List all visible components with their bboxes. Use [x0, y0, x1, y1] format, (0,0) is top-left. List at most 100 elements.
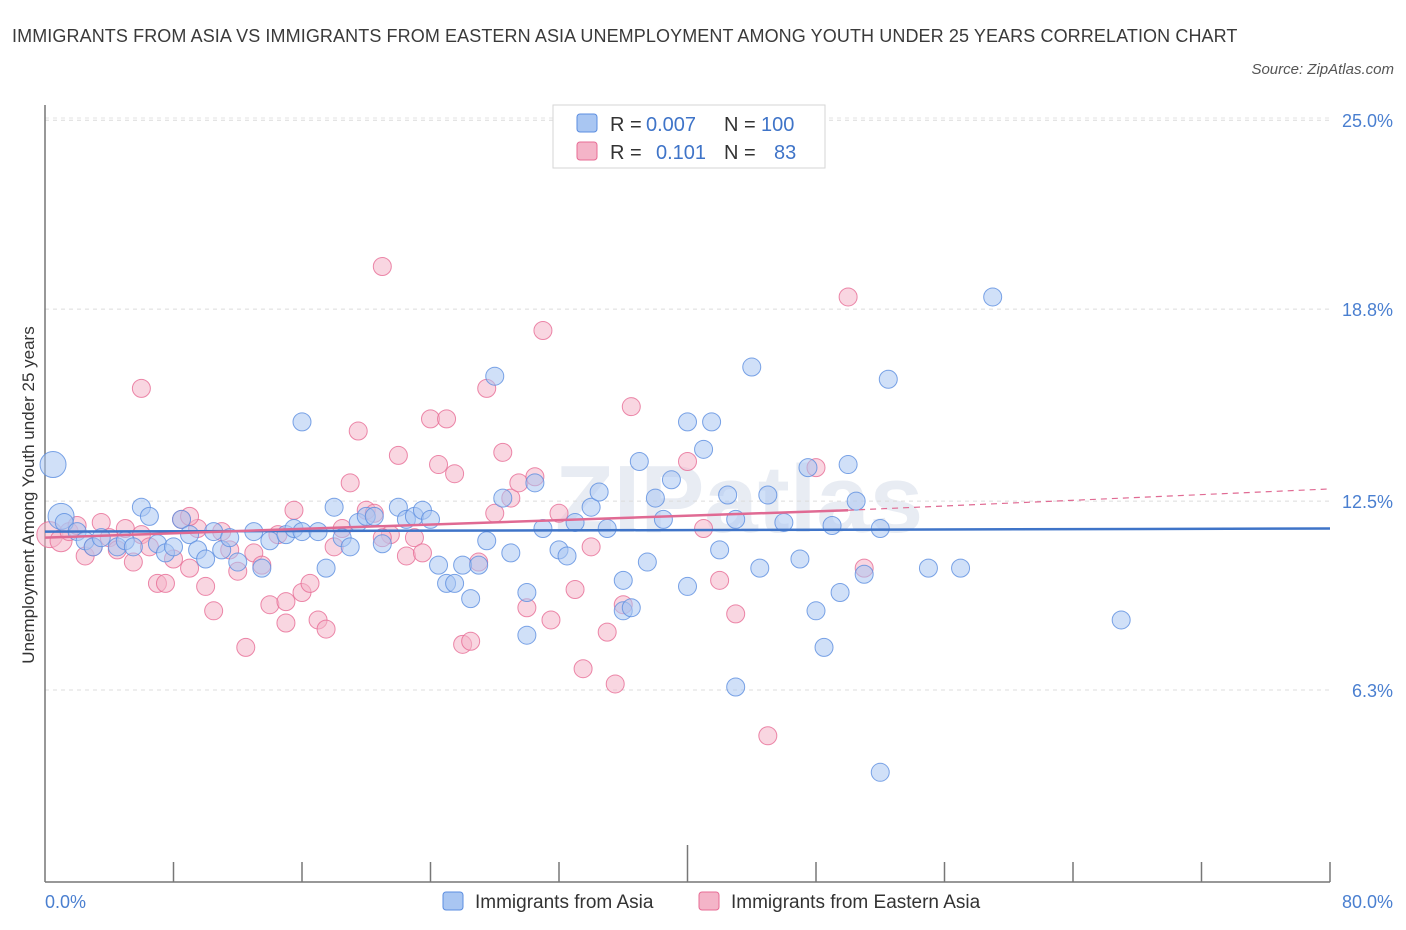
point-asia [252, 558, 272, 578]
point-eastern-asia [445, 464, 465, 484]
trend-line-eastern-asia [44, 509, 849, 539]
point-asia [806, 601, 826, 621]
point-eastern-asia [131, 378, 151, 398]
point-eastern-asia [533, 320, 553, 340]
series-legend: Immigrants from Asia Immigrants from Eas… [442, 891, 981, 913]
point-eastern-asia [581, 537, 601, 557]
point-eastern-asia [155, 573, 175, 593]
point-asia [710, 540, 730, 560]
point-asia [316, 558, 336, 578]
point-asia [1111, 610, 1131, 630]
point-asia [613, 570, 633, 590]
point-eastern-asia [236, 637, 256, 657]
point-eastern-asia [726, 604, 746, 624]
point-eastern-asia [565, 579, 585, 599]
point-eastern-asia [348, 421, 368, 441]
point-asia [196, 549, 216, 569]
point-asia [292, 412, 312, 432]
point-asia [621, 598, 641, 618]
point-asia [123, 537, 143, 557]
point-asia [525, 473, 545, 493]
point-eastern-asia [838, 287, 858, 307]
point-eastern-asia [621, 397, 641, 417]
point-asia [139, 506, 159, 526]
point-asia [39, 451, 67, 479]
gridlines [45, 117, 1330, 691]
point-eastern-asia [549, 503, 569, 523]
point-asia [694, 439, 714, 459]
point-asia [565, 512, 585, 532]
point-asia [758, 485, 778, 505]
point-asia [661, 470, 681, 490]
point-asia [164, 537, 183, 557]
point-eastern-asia [710, 570, 730, 590]
point-asia [951, 558, 971, 578]
point-asia [854, 564, 874, 584]
point-asia [597, 519, 617, 539]
point-asia [822, 515, 842, 535]
point-eastern-asia [204, 601, 224, 621]
point-asia [838, 455, 858, 475]
y-tick-label: 6.3% [1352, 681, 1393, 701]
point-asia [790, 549, 810, 569]
point-asia [637, 552, 657, 572]
point-eastern-asia [404, 528, 424, 548]
point-eastern-asia [260, 595, 280, 615]
point-asia [517, 583, 537, 603]
legend-swatch-blue [576, 113, 598, 133]
point-asia [260, 531, 280, 551]
point-eastern-asia [276, 613, 296, 633]
legend-r-label-1: R = [610, 114, 642, 136]
point-asia [461, 589, 481, 609]
y-tick-label: 25.0% [1342, 111, 1393, 131]
point-asia [742, 357, 762, 377]
point-eastern-asia [694, 519, 714, 539]
bottom-legend-swatch-eastern-asia [698, 891, 720, 911]
legend-r-label-2: R = [610, 142, 642, 164]
point-asia [364, 506, 384, 526]
point-asia [493, 488, 513, 508]
point-asia [629, 452, 649, 472]
point-asia [453, 555, 473, 575]
point-asia [501, 543, 521, 563]
bottom-legend-label-asia: Immigrants from Asia [475, 892, 654, 913]
point-asia [846, 491, 866, 511]
point-eastern-asia [509, 473, 529, 493]
point-eastern-asia [372, 256, 392, 276]
point-eastern-asia [396, 546, 416, 566]
point-asia [870, 762, 890, 782]
chart-source: Source: ZipAtlas.com [1251, 61, 1394, 78]
point-eastern-asia [180, 558, 200, 578]
point-eastern-asia [412, 543, 432, 563]
point-asia [678, 412, 697, 432]
y-tick-label: 12.5% [1342, 492, 1393, 512]
point-asia [918, 558, 938, 578]
point-eastern-asia [388, 445, 408, 465]
point-eastern-asia [421, 409, 440, 429]
point-asia [678, 576, 697, 596]
point-eastern-asia [437, 409, 457, 429]
y-axis-label: Unemployment Among Youth under 25 years [19, 326, 38, 663]
x-tick-label-min: 0.0% [45, 892, 86, 912]
point-asia [429, 555, 449, 575]
point-eastern-asia [284, 500, 304, 520]
point-asia [557, 546, 577, 566]
point-asia [814, 637, 834, 657]
legend-n-value-2: 83 [774, 142, 796, 164]
bottom-legend-swatch-asia [442, 891, 464, 911]
x-axis-ticks [172, 845, 1331, 882]
point-asia [372, 534, 392, 554]
point-asia [878, 369, 898, 389]
bottom-legend-label-eastern-asia: Immigrants from Eastern Asia [731, 892, 981, 913]
point-asia [172, 509, 192, 529]
chart-title: IMMIGRANTS FROM ASIA VS IMMIGRANTS FROM … [12, 26, 1238, 46]
legend-r-value-2: 0.101 [656, 142, 706, 164]
stats-legend: R = 0.007 N = 100 R = 0.101 N = 83 [552, 104, 826, 169]
point-eastern-asia [597, 622, 617, 642]
point-asia [798, 458, 818, 478]
point-eastern-asia [429, 455, 449, 475]
trend-line-eastern-asia-extension [848, 488, 1331, 511]
point-asia [653, 509, 673, 529]
point-eastern-asia [678, 452, 697, 472]
trend-lines [44, 488, 1331, 539]
